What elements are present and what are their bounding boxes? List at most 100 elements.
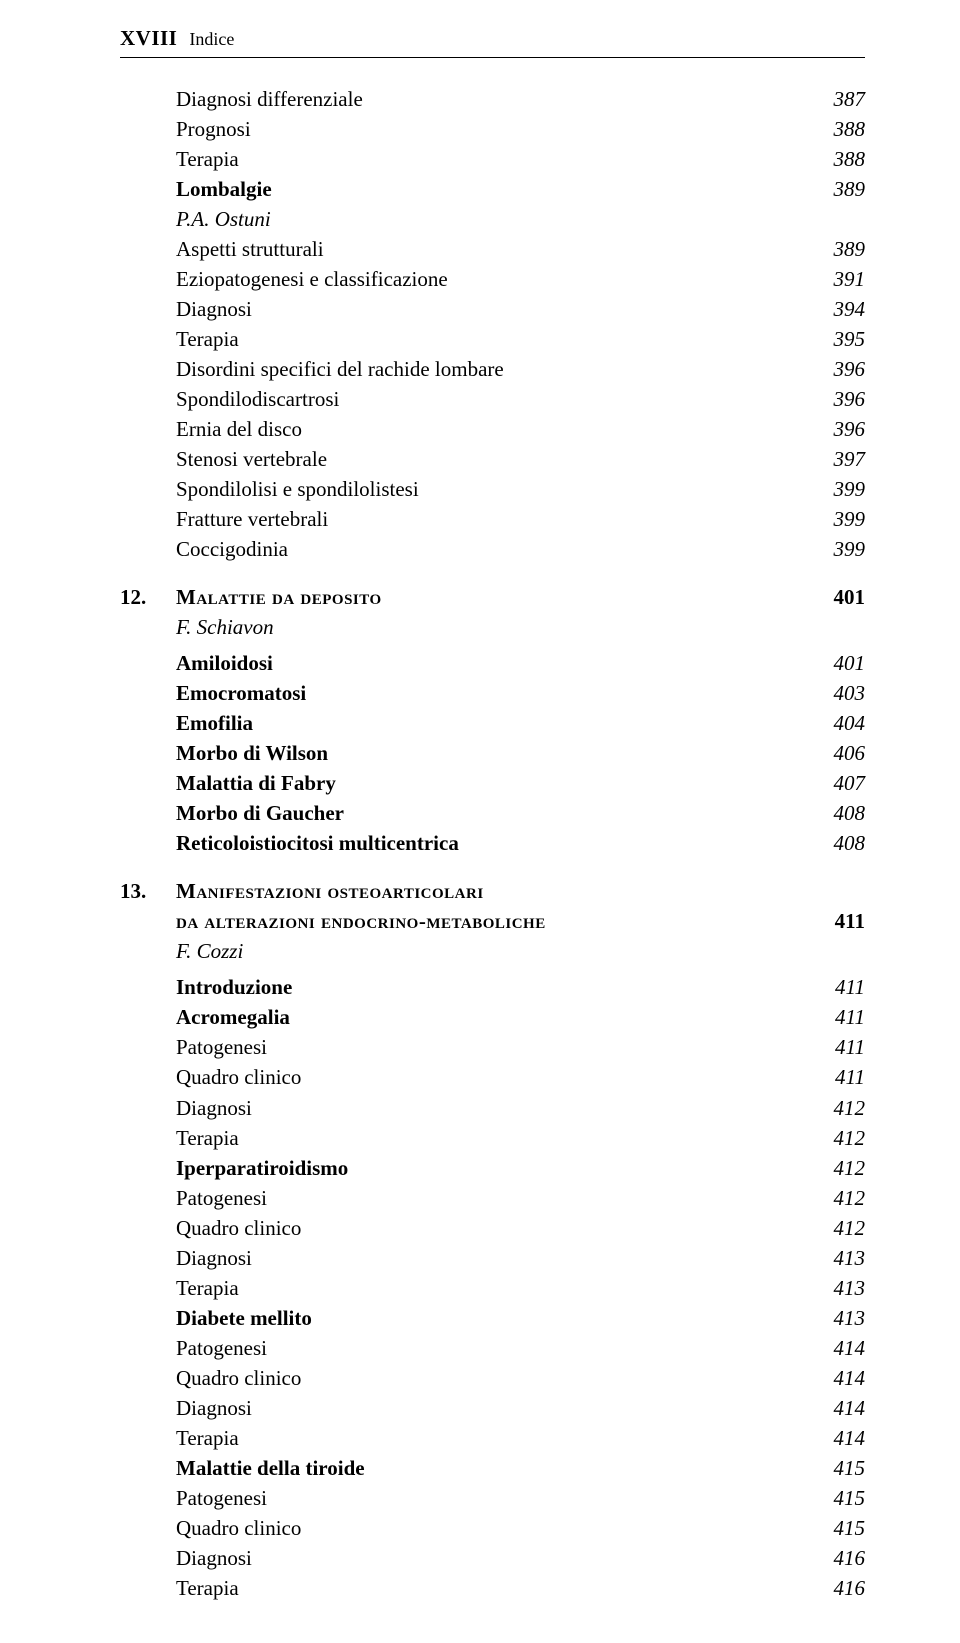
toc-row: Fratture vertebrali399 [120, 504, 865, 534]
toc-page-num: 413 [815, 1273, 865, 1303]
section-13-line2: da alterazioni endocrino-metaboliche 411 [120, 906, 865, 936]
section-12-page: 401 [815, 582, 865, 612]
toc-label: Morbo di Wilson [120, 738, 815, 768]
toc-entries: Diagnosi differenziale387Prognosi388Tera… [120, 84, 865, 1603]
toc-row: Terapia414 [120, 1423, 865, 1453]
toc-label: Terapia [120, 324, 815, 354]
toc-row: Diagnosi394 [120, 294, 865, 324]
toc-label: Ernia del disco [120, 414, 815, 444]
toc-label: Aspetti strutturali [120, 234, 815, 264]
toc-page-num: 414 [815, 1393, 865, 1423]
toc-label: Diagnosi [120, 1543, 815, 1573]
toc-page-num: 399 [815, 474, 865, 504]
section-13-page: 411 [815, 906, 865, 936]
toc-row: Patogenesi415 [120, 1483, 865, 1513]
toc-row: Morbo di Wilson406 [120, 738, 865, 768]
author-name: P.A. Ostuni [120, 204, 865, 234]
toc-page-num: 407 [815, 768, 865, 798]
toc-row: Eziopatogenesi e classificazione391 [120, 264, 865, 294]
toc-label: Terapia [120, 144, 815, 174]
toc-page-num: 412 [815, 1213, 865, 1243]
toc-page-num: 413 [815, 1303, 865, 1333]
toc-page-num: 396 [815, 414, 865, 444]
section-13-num: 13. [120, 876, 176, 906]
toc-label: Quadro clinico [120, 1363, 815, 1393]
toc-page-num: 394 [815, 294, 865, 324]
toc-label: Coccigodinia [120, 534, 815, 564]
toc-label: Lombalgie [120, 174, 815, 204]
toc-label: Patogenesi [120, 1333, 815, 1363]
section-13-title-first: M [176, 879, 196, 903]
toc-label: Disordini specifici del rachide lombare [120, 354, 815, 384]
toc-page-num: 412 [815, 1153, 865, 1183]
toc-page-num: 411 [815, 1002, 865, 1032]
toc-row: Prognosi388 [120, 114, 865, 144]
toc-page-num: 403 [815, 678, 865, 708]
toc-page-num: 391 [815, 264, 865, 294]
toc-page-num: 396 [815, 354, 865, 384]
toc-label: Terapia [120, 1273, 815, 1303]
toc-row: Amiloidosi401 [120, 648, 865, 678]
toc-label: Spondilolisi e spondilolistesi [120, 474, 815, 504]
toc-page-num: 416 [815, 1573, 865, 1603]
toc-page-num: 411 [815, 1062, 865, 1092]
header-indice: Indice [189, 29, 234, 50]
toc-row: Acromegalia411 [120, 1002, 865, 1032]
toc-page-num: 408 [815, 798, 865, 828]
toc-label: Diagnosi [120, 1243, 815, 1273]
toc-row: Disordini specifici del rachide lombare3… [120, 354, 865, 384]
toc-label: Diagnosi [120, 294, 815, 324]
section-12-num: 12. [120, 582, 176, 612]
toc-row: Malattie della tiroide415 [120, 1453, 865, 1483]
page: XVIII Indice Diagnosi differenziale387Pr… [0, 0, 960, 1643]
toc-label: Quadro clinico [120, 1062, 815, 1092]
toc-page-num: 397 [815, 444, 865, 474]
toc-row: Quadro clinico415 [120, 1513, 865, 1543]
toc-label: Eziopatogenesi e classificazione [120, 264, 815, 294]
toc-row: Emocromatosi403 [120, 678, 865, 708]
toc-row: Malattia di Fabry407 [120, 768, 865, 798]
toc-row: Spondilolisi e spondilolistesi399 [120, 474, 865, 504]
section-12-title-rest: alattie da deposito [196, 585, 381, 609]
toc-label: Diabete mellito [120, 1303, 815, 1333]
toc-label: Reticoloistiocitosi multicentrica [120, 828, 815, 858]
section-13-author: F. Cozzi [120, 936, 865, 966]
toc-page-num: 399 [815, 534, 865, 564]
section-13-line1: 13.Manifestazioni osteoarticolari [120, 876, 865, 906]
toc-page-num: 412 [815, 1093, 865, 1123]
toc-label: Quadro clinico [120, 1513, 815, 1543]
toc-page-num: 401 [815, 648, 865, 678]
toc-row: Lombalgie389 [120, 174, 865, 204]
toc-label: Morbo di Gaucher [120, 798, 815, 828]
toc-row: Reticoloistiocitosi multicentrica408 [120, 828, 865, 858]
section-13-line2-text: da alterazioni endocrino-metaboliche [176, 909, 546, 933]
toc-label: Fratture vertebrali [120, 504, 815, 534]
toc-label: Amiloidosi [120, 648, 815, 678]
toc-label: Terapia [120, 1423, 815, 1453]
toc-page-num: 408 [815, 828, 865, 858]
toc-page-num: 406 [815, 738, 865, 768]
toc-label: Introduzione [120, 972, 815, 1002]
author-line: P.A. Ostuni [120, 204, 865, 234]
toc-page-num: 404 [815, 708, 865, 738]
toc-page-num: 414 [815, 1333, 865, 1363]
toc-label: Acromegalia [120, 1002, 815, 1032]
toc-page-num: 395 [815, 324, 865, 354]
toc-row: Ernia del disco396 [120, 414, 865, 444]
toc-page-num: 412 [815, 1123, 865, 1153]
toc-page-num: 415 [815, 1453, 865, 1483]
toc-page-num: 415 [815, 1483, 865, 1513]
toc-label: Emofilia [120, 708, 815, 738]
toc-page-num: 411 [815, 1032, 865, 1062]
toc-page-num: 389 [815, 174, 865, 204]
toc-row: Quadro clinico411 [120, 1062, 865, 1092]
toc-row: Terapia413 [120, 1273, 865, 1303]
toc-label: Patogenesi [120, 1483, 815, 1513]
toc-label: Patogenesi [120, 1032, 815, 1062]
toc-page-num: 388 [815, 144, 865, 174]
toc-row: Diabete mellito413 [120, 1303, 865, 1333]
toc-page-num: 415 [815, 1513, 865, 1543]
toc-row: Diagnosi413 [120, 1243, 865, 1273]
toc-label: Terapia [120, 1123, 815, 1153]
toc-row: Stenosi vertebrale397 [120, 444, 865, 474]
